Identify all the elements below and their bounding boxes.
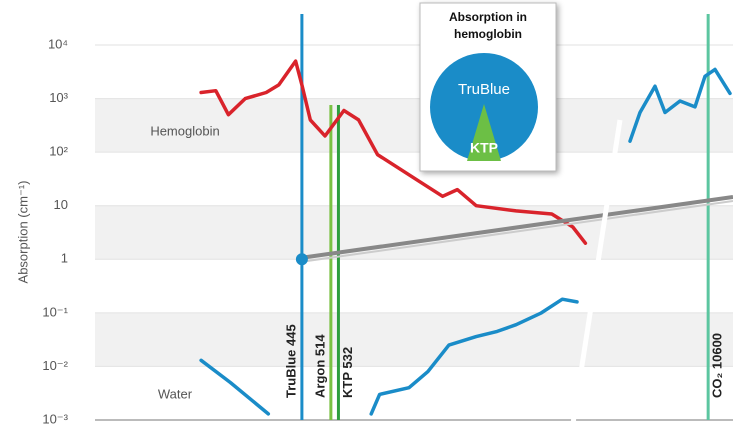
y-tick-label: 10⁴ bbox=[48, 36, 68, 51]
laser-label: Argon 514 bbox=[312, 334, 327, 398]
y-axis-label: Absorption (cm⁻¹) bbox=[15, 181, 30, 284]
y-tick-label: 10² bbox=[49, 144, 68, 159]
y-tick-label: 1 bbox=[61, 251, 68, 266]
background-bands bbox=[95, 99, 733, 367]
inset-title: hemoglobin bbox=[454, 27, 522, 41]
y-tick-label: 10³ bbox=[49, 90, 68, 105]
inset: Absorption in hemoglobin TruBlue KTP bbox=[420, 3, 556, 171]
inset-title: Absorption in bbox=[449, 10, 527, 24]
y-tick-label: 10 bbox=[54, 197, 68, 212]
laser-label: CO₂ 10600 bbox=[710, 333, 725, 398]
y-tick-label: 10⁻¹ bbox=[42, 304, 68, 319]
band bbox=[95, 313, 733, 367]
inset-label: KTP bbox=[470, 140, 498, 156]
inset-label: TruBlue bbox=[458, 81, 510, 98]
laser-label: KTP 532 bbox=[340, 347, 355, 398]
laser-marker bbox=[296, 253, 308, 265]
y-tick-label: 10⁻³ bbox=[42, 411, 68, 426]
series-label: Water bbox=[158, 386, 193, 401]
laser-label: TruBlue 445 bbox=[283, 324, 298, 398]
y-tick-label: 10⁻² bbox=[42, 358, 68, 373]
chart: 10⁴ 10³ 10² 10 1 10⁻¹ 10⁻² 10⁻³ TruBlue 445 Argon… bbox=[0, 0, 733, 430]
series-label: Hemoglobin bbox=[150, 123, 219, 138]
axis-break bbox=[572, 120, 620, 430]
